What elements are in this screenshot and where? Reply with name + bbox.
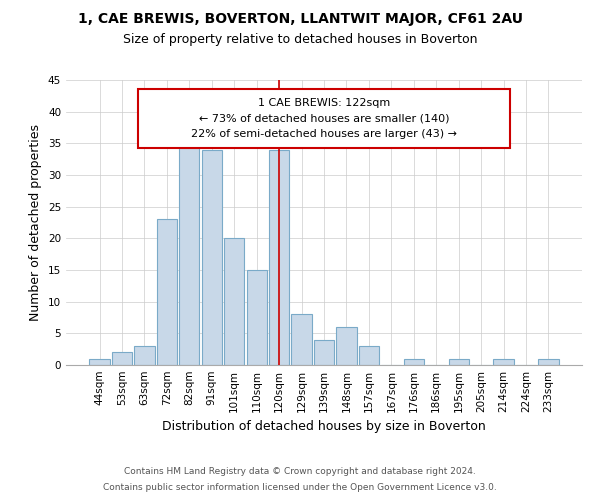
Text: Contains HM Land Registry data © Crown copyright and database right 2024.: Contains HM Land Registry data © Crown c…	[124, 467, 476, 476]
Bar	[247, 270, 267, 365]
Bar	[224, 238, 244, 365]
Bar	[202, 150, 222, 365]
Bar	[179, 137, 199, 365]
Bar	[538, 358, 559, 365]
FancyBboxPatch shape	[138, 88, 510, 148]
Bar	[359, 346, 379, 365]
Text: Contains public sector information licensed under the Open Government Licence v3: Contains public sector information licen…	[103, 483, 497, 492]
Text: Size of property relative to detached houses in Boverton: Size of property relative to detached ho…	[123, 32, 477, 46]
X-axis label: Distribution of detached houses by size in Boverton: Distribution of detached houses by size …	[162, 420, 486, 434]
Y-axis label: Number of detached properties: Number of detached properties	[29, 124, 43, 321]
Bar	[493, 358, 514, 365]
Bar	[337, 327, 356, 365]
Bar	[449, 358, 469, 365]
Bar	[134, 346, 155, 365]
Bar	[404, 358, 424, 365]
Bar	[157, 220, 177, 365]
Bar	[112, 352, 132, 365]
Bar	[314, 340, 334, 365]
Text: 1, CAE BREWIS, BOVERTON, LLANTWIT MAJOR, CF61 2AU: 1, CAE BREWIS, BOVERTON, LLANTWIT MAJOR,…	[77, 12, 523, 26]
Bar	[292, 314, 311, 365]
Bar	[89, 358, 110, 365]
Bar	[269, 150, 289, 365]
Text: 1 CAE BREWIS: 122sqm
← 73% of detached houses are smaller (140)
22% of semi-deta: 1 CAE BREWIS: 122sqm ← 73% of detached h…	[191, 98, 457, 139]
